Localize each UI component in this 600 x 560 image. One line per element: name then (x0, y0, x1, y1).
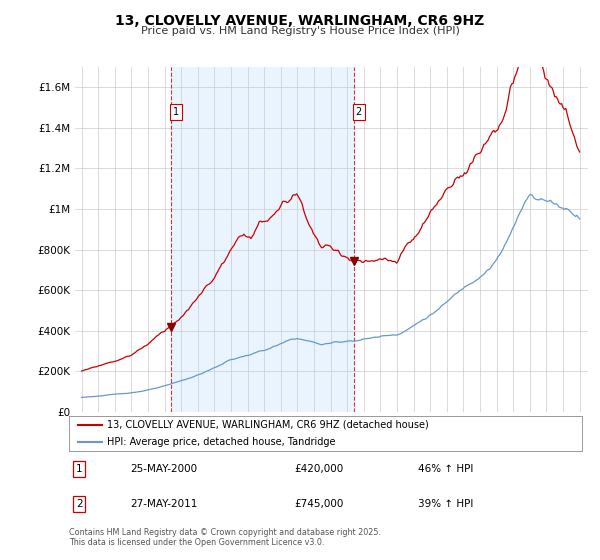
Text: 13, CLOVELLY AVENUE, WARLINGHAM, CR6 9HZ: 13, CLOVELLY AVENUE, WARLINGHAM, CR6 9HZ (115, 14, 485, 28)
Text: 25-MAY-2000: 25-MAY-2000 (131, 464, 197, 474)
Text: £420,000: £420,000 (295, 464, 344, 474)
Text: 1: 1 (173, 107, 179, 117)
Text: 1: 1 (76, 464, 83, 474)
Text: 2: 2 (76, 499, 83, 509)
Text: Price paid vs. HM Land Registry's House Price Index (HPI): Price paid vs. HM Land Registry's House … (140, 26, 460, 36)
Text: 46% ↑ HPI: 46% ↑ HPI (418, 464, 473, 474)
Text: 39% ↑ HPI: 39% ↑ HPI (418, 499, 473, 509)
Text: 13, CLOVELLY AVENUE, WARLINGHAM, CR6 9HZ (detached house): 13, CLOVELLY AVENUE, WARLINGHAM, CR6 9HZ… (107, 420, 429, 430)
Text: 27-MAY-2011: 27-MAY-2011 (131, 499, 198, 509)
Bar (171, 67, 353, 412)
Text: £745,000: £745,000 (295, 499, 344, 509)
Text: HPI: Average price, detached house, Tandridge: HPI: Average price, detached house, Tand… (107, 437, 336, 447)
Text: 2: 2 (355, 107, 362, 117)
Text: Contains HM Land Registry data © Crown copyright and database right 2025.
This d: Contains HM Land Registry data © Crown c… (69, 528, 381, 547)
